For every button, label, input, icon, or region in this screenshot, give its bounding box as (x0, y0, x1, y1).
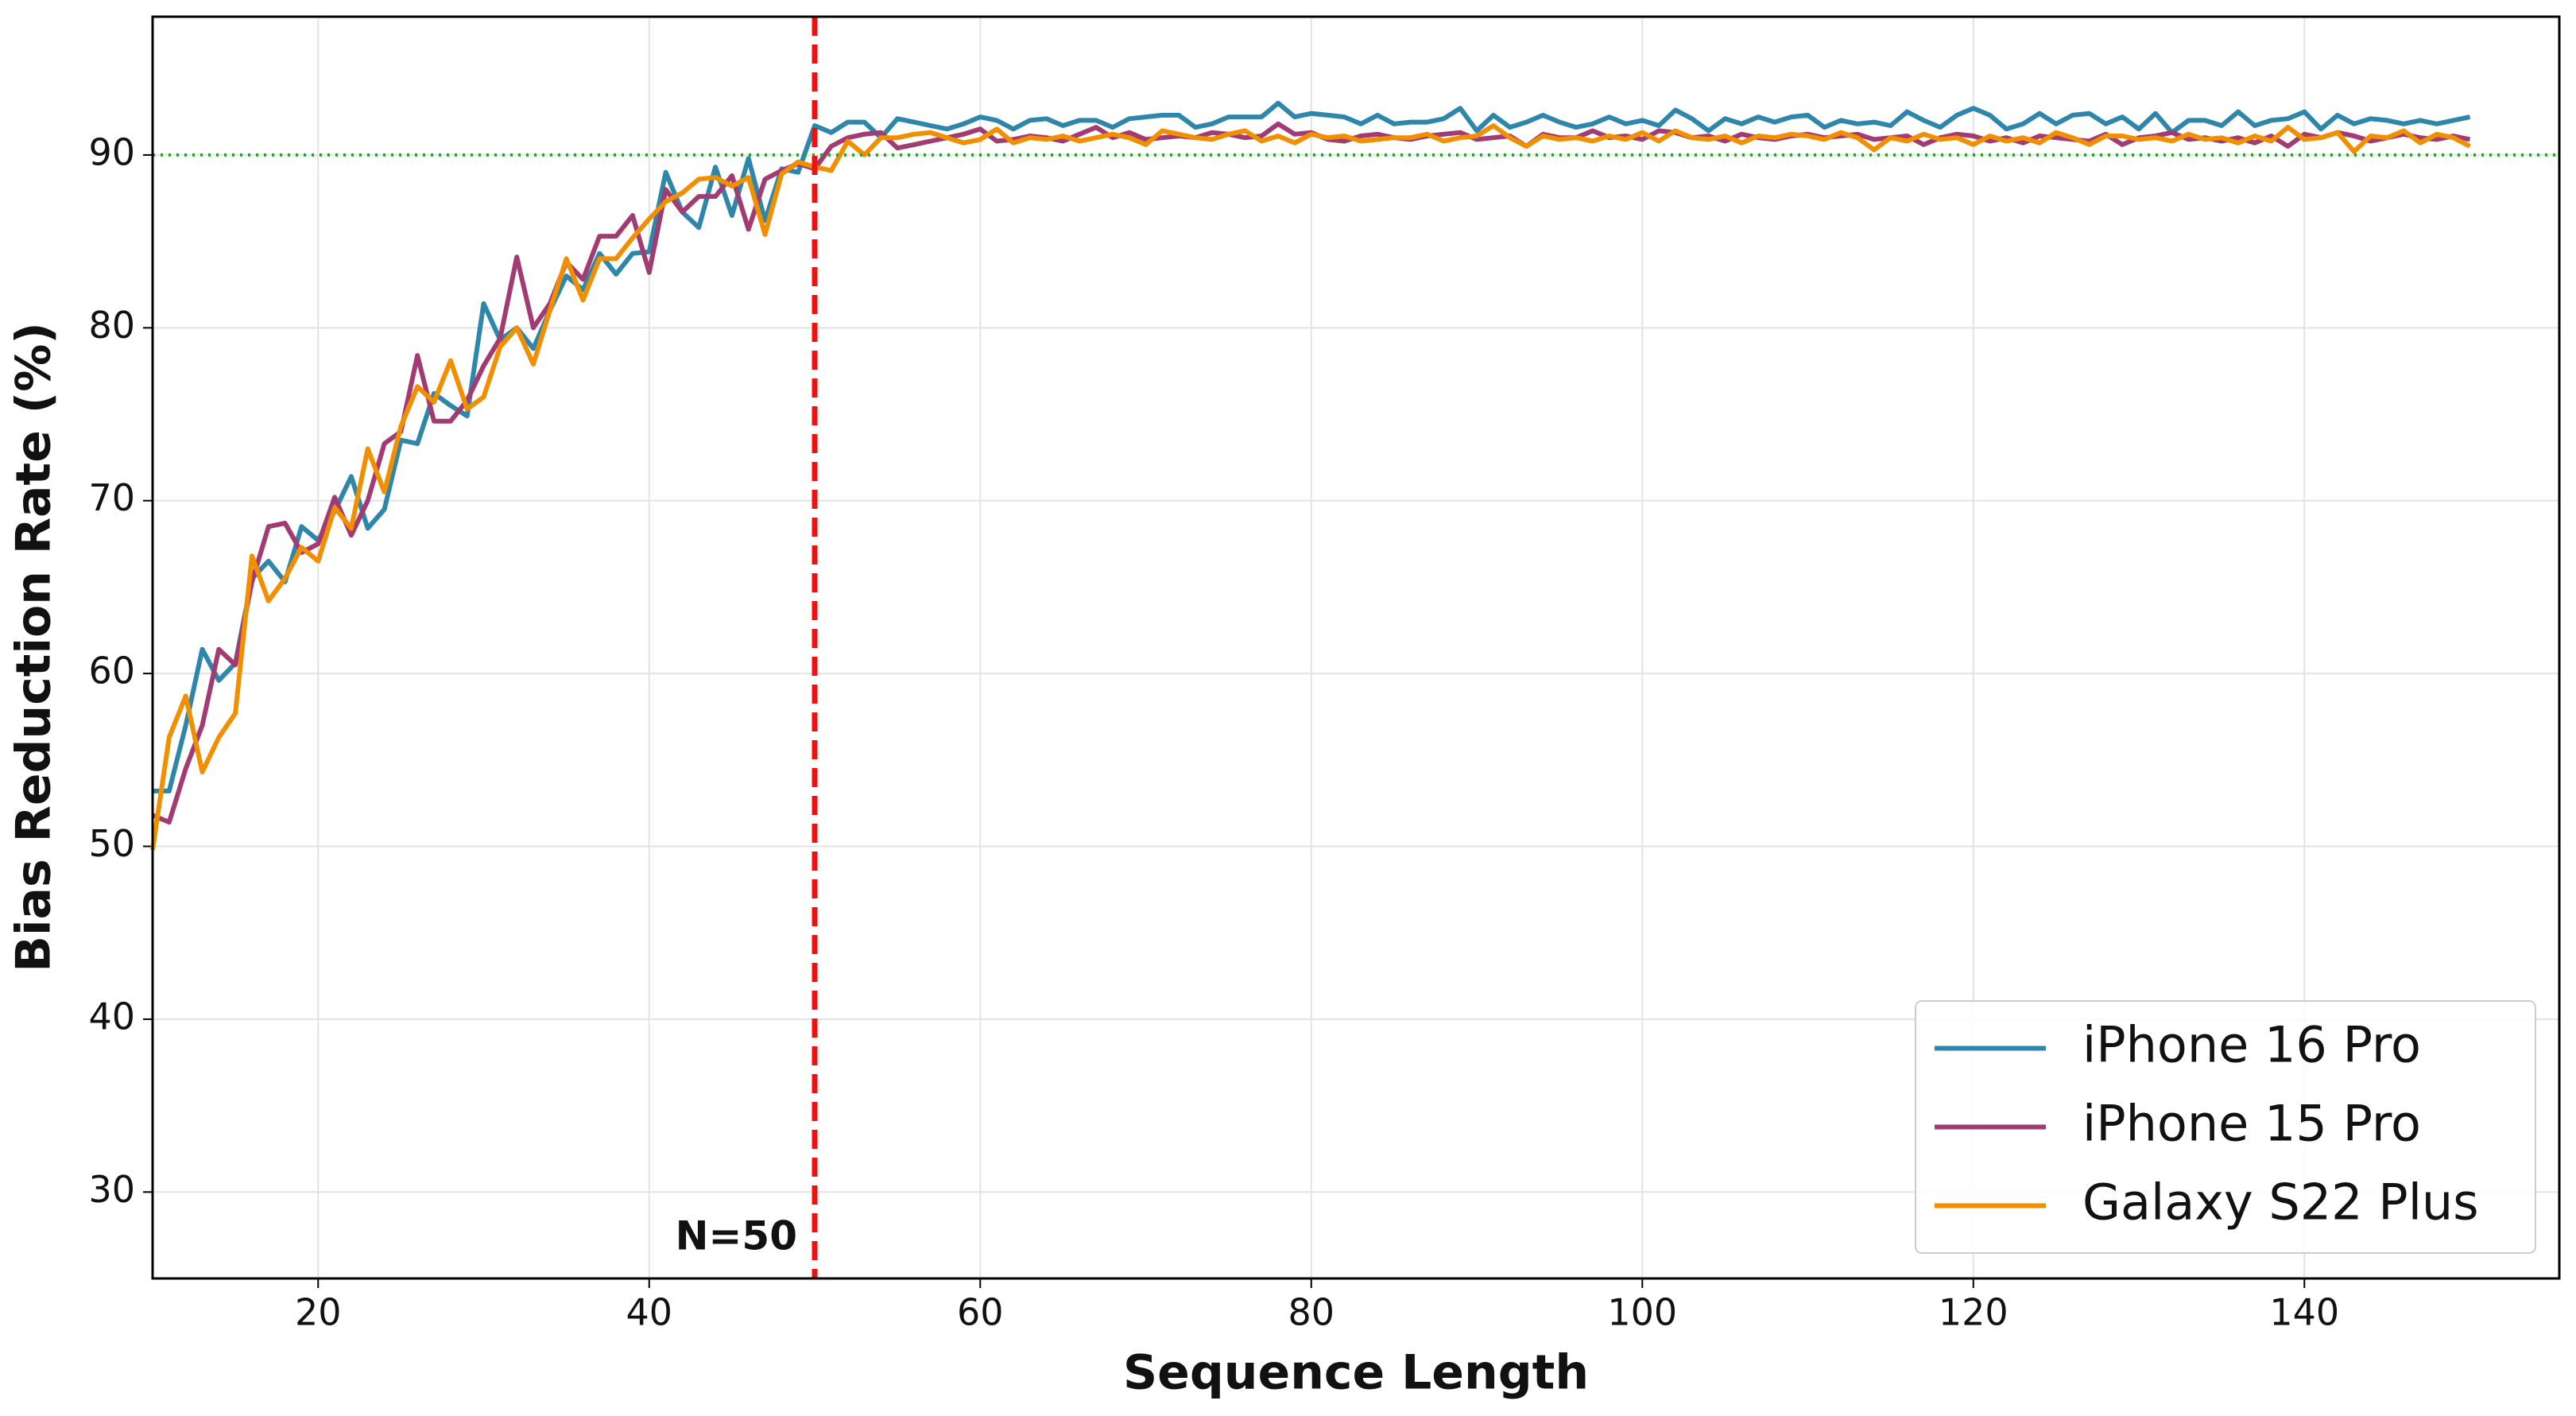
legend-label: Galaxy S22 Plus (2082, 1174, 2479, 1232)
legend-box (1915, 1000, 2536, 1254)
x-tick-label: 40 (626, 1291, 672, 1334)
x-axis-label: Sequence Length (1123, 1345, 1589, 1401)
reference-label: N=50 (676, 1213, 797, 1259)
legend: iPhone 16 Pro iPhone 15 Pro Galaxy S22 Plu… (1915, 1000, 2536, 1254)
y-tick-label: 40 (88, 995, 135, 1038)
y-tick-label: 30 (88, 1168, 135, 1211)
plot-frame (151, 15, 2561, 1280)
x-tick-label: 140 (2269, 1291, 2339, 1334)
x-tick-label: 60 (957, 1291, 1004, 1334)
y-axis-label: Bias Reduction Rate (%) (6, 322, 62, 972)
legend-label: iPhone 15 Pro (2082, 1095, 2421, 1153)
line (153, 100, 2471, 793)
y-tick-label: 80 (88, 304, 135, 347)
x-tick-label: 80 (1288, 1291, 1334, 1334)
legend-label: iPhone 16 Pro (2082, 1016, 2421, 1074)
y-tick-label: 90 (88, 130, 135, 173)
line (150, 123, 2471, 851)
x-tick-label: 100 (1607, 1291, 1677, 1334)
y-tick-label: 50 (88, 822, 135, 865)
x-tick-label: 20 (295, 1291, 342, 1334)
y-tick-label: 70 (88, 476, 135, 519)
y-tick-label: 60 (88, 650, 135, 692)
x-tick-label: 120 (1939, 1291, 2009, 1334)
